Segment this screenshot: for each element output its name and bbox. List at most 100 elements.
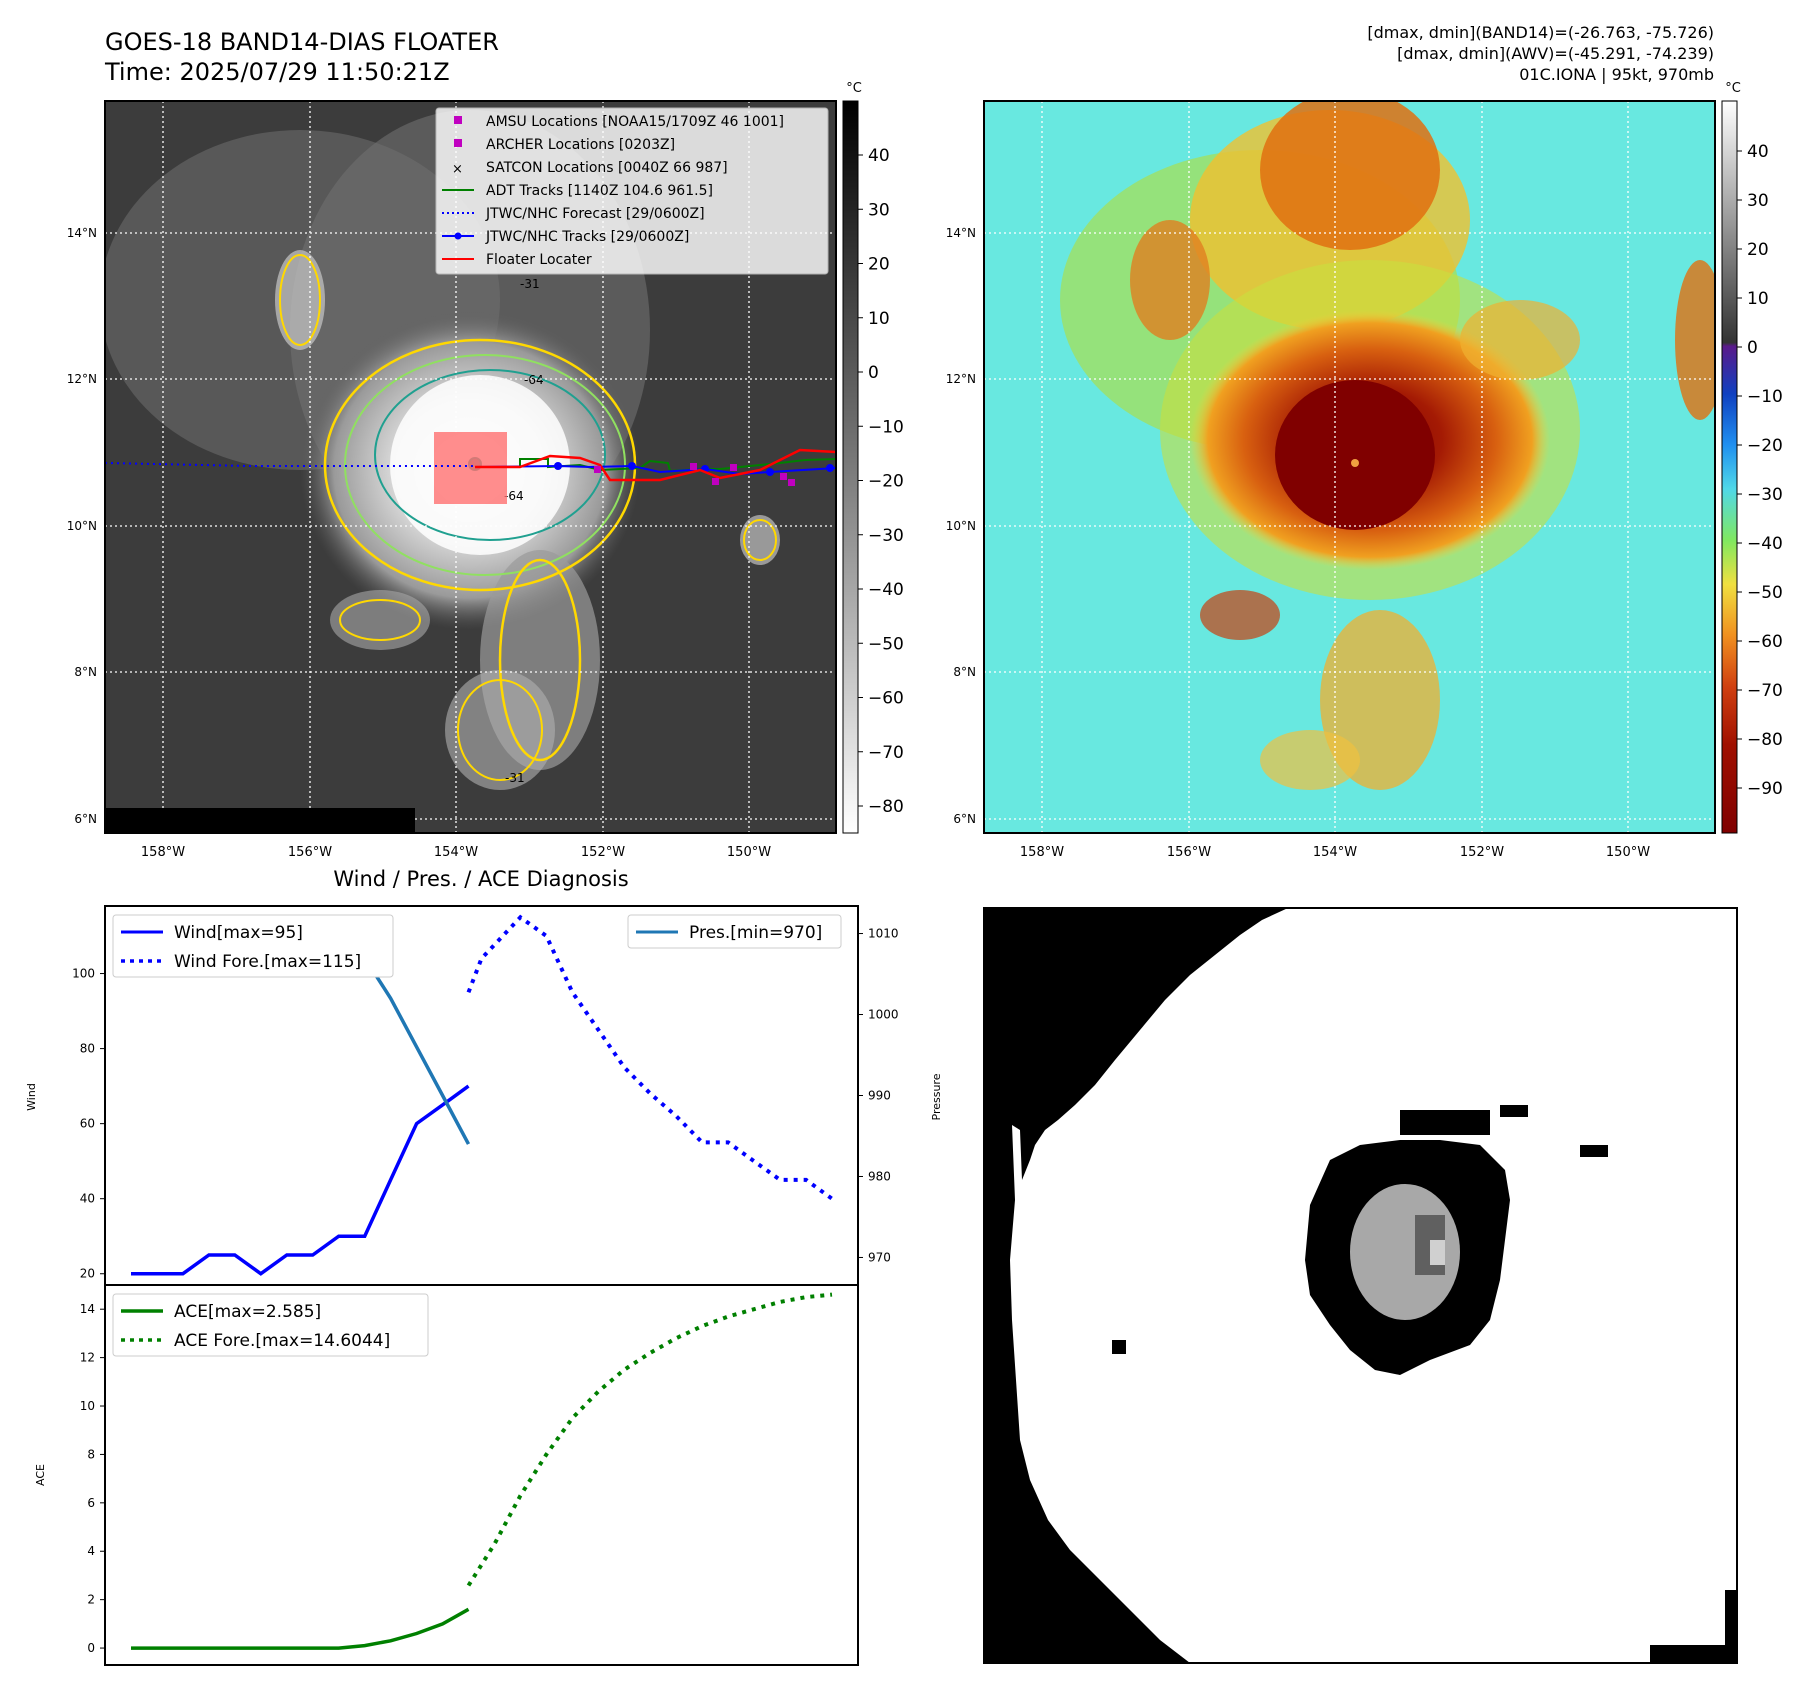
ir-map-lat-labels: 14°N 12°N 10°N 8°N 6°N [67, 226, 97, 826]
colorbar-tick-label: 0 [1747, 338, 1758, 358]
legend-forecast: JTWC/NHC Forecast [29/0600Z] [485, 206, 705, 222]
colorbar-tick-label: 20 [1747, 240, 1769, 260]
awv-map-panel [983, 100, 1716, 834]
wmg-isolated-pixel [1112, 1340, 1126, 1354]
wmg-frame [983, 907, 1738, 1664]
legend-pressure: Pres.[min=970] [689, 923, 822, 943]
colorbar-tick-label: 40 [1747, 142, 1769, 162]
wind-tick-label: 20 [80, 1267, 95, 1281]
pressure-tick-label: 1000 [868, 1008, 899, 1022]
legend-archer-marker [454, 139, 462, 147]
pressure-legend: Pres.[min=970] [627, 914, 842, 949]
wmg-fragment [1500, 1105, 1528, 1117]
colorbar-tick-label: 30 [868, 200, 890, 220]
legend-amsu-marker [454, 116, 462, 124]
wmg-panel: WMG Count: 0 [983, 907, 1738, 1664]
contour-label-2: -64 [524, 373, 544, 387]
wmg-fragment [1400, 1110, 1490, 1135]
colorbar-tick-label: −20 [1747, 436, 1783, 456]
awv-map-frame [983, 100, 1716, 834]
pressure-tick-label: 990 [868, 1089, 891, 1103]
lon-label: 156°W [1167, 845, 1211, 860]
lon-label: 150°W [727, 845, 771, 860]
ace-legend: ACE[max=2.585] ACE Fore.[max=14.6044] [112, 1293, 429, 1357]
lat-label: 8°N [953, 665, 976, 679]
wmg-edge-block [1725, 1590, 1737, 1663]
colorbar-tick-label: −70 [1747, 681, 1783, 701]
colorbar-tick-label: −30 [1747, 485, 1783, 505]
map-legend: AMSU Locations [NOAA15/1709Z 46 1001] AR… [435, 107, 829, 275]
colorbar-tick-label: −60 [868, 689, 904, 709]
wind-tick-label: 60 [80, 1117, 95, 1131]
wmg-fragment [1580, 1145, 1608, 1157]
colorbar-tick-label: −40 [868, 580, 904, 600]
colorbar-tick-label: −20 [868, 472, 904, 492]
colorbar-tick-label: 10 [1747, 289, 1769, 309]
lat-label: 6°N [74, 812, 97, 826]
awv-colorbar-unit: °C [1725, 81, 1741, 96]
ir-map-lon-labels: 158°W 156°W 154°W 152°W 150°W [141, 845, 771, 860]
colorbar-tick-label: −90 [1747, 779, 1783, 799]
ir-map-panel: -31 -64 -64 -31 [104, 100, 837, 834]
lon-label: 154°W [1313, 845, 1357, 860]
ace-chart: ACE 0 2 4 6 8 10 12 14 ACE[max=2.585] ACE Fore.… [34, 1284, 859, 1666]
wmg-eye-center [1430, 1240, 1445, 1265]
awv-moisture-field [984, 101, 1715, 833]
storm-info: 01C.IONA | 95kt, 970mb [1519, 65, 1714, 84]
wind-tick-label: 100 [72, 967, 95, 981]
legend-satcon: SATCON Locations [0040Z 66 987] [486, 160, 728, 176]
legend-amsu: AMSU Locations [NOAA15/1709Z 46 1001] [486, 114, 784, 130]
lat-label: 10°N [946, 519, 976, 533]
pressure-tick-label: 970 [868, 1250, 891, 1264]
lon-label: 158°W [1020, 845, 1064, 860]
wind-tick-label: 80 [80, 1042, 95, 1056]
legend-tracks: JTWC/NHC Tracks [29/0600Z] [485, 229, 689, 245]
colorbar-tick-label: 30 [1747, 191, 1769, 211]
colorbar-tick-label: 40 [868, 146, 890, 166]
lon-label: 158°W [141, 845, 185, 860]
legend-wind: Wind[max=95] [174, 923, 303, 943]
contour-label-3: -64 [504, 489, 524, 503]
legend-wind-forecast: Wind Fore.[max=115] [174, 952, 361, 972]
pressure-axis-label: Pressure [930, 1073, 943, 1120]
awv-colorbar: °C 40 30 20 10 0 −10 −20 −30 −40 −50 −60 −70 −80 −90 [1721, 81, 1783, 834]
wmg-corner-block [1650, 1645, 1737, 1663]
legend-floater: Floater Locater [486, 252, 592, 268]
lat-label: 6°N [953, 812, 976, 826]
contour-label-1: -31 [520, 277, 540, 291]
ir-colorbar: °C 40 30 20 10 0 −10 −20 −30 −40 −50 −60 −70 −80 [842, 81, 904, 834]
ace-tick-label: 14 [80, 1302, 95, 1316]
lon-label: 152°W [1460, 845, 1504, 860]
wind-legend: Wind[max=95] Wind Fore.[max=115] [112, 914, 394, 978]
awv-map-lat-labels: 14°N 12°N 10°N 8°N 6°N [946, 226, 976, 826]
colorbar-tick-label: −80 [868, 797, 904, 817]
ace-forecast-series [466, 1292, 833, 1587]
legend-adt: ADT Tracks [1140Z 104.6 961.5] [486, 183, 713, 199]
ace-tick-label: 10 [80, 1399, 95, 1413]
colorbar-tick-label: −10 [1747, 387, 1783, 407]
storm-tracks [105, 448, 836, 486]
legend-ace: ACE[max=2.585] [174, 1302, 321, 1322]
lon-label: 150°W [1606, 845, 1650, 860]
wmg-outer-cold-region [984, 908, 1288, 1663]
wmg-count: WMG Count: 0 [1000, 924, 1161, 948]
colorbar-tick-label: 10 [868, 309, 890, 329]
lat-label: 14°N [946, 226, 976, 240]
ace-tick-label: 6 [87, 1496, 95, 1510]
legend-archer: ARCHER Locations [0203Z] [486, 137, 675, 153]
ir-colorbar-unit: °C [846, 81, 862, 96]
colorbar-tick-label: 0 [868, 363, 879, 383]
figure-title: GOES-18 BAND14-DIAS FLOATER [105, 28, 499, 56]
lat-label: 12°N [946, 372, 976, 386]
adt-track [519, 458, 836, 473]
lat-label: 14°N [67, 226, 97, 240]
ir-map-frame [104, 100, 837, 834]
stats-band14: [dmax, dmin](BAND14)=(-26.763, -75.726) [1367, 23, 1714, 42]
jtwc-best-track [474, 464, 836, 476]
lat-label: 10°N [67, 519, 97, 533]
ace-tick-label: 0 [87, 1641, 95, 1655]
awv-map-grid [984, 101, 1715, 833]
ace-series [131, 1607, 470, 1650]
colorbar-tick-label: −40 [1747, 534, 1783, 554]
